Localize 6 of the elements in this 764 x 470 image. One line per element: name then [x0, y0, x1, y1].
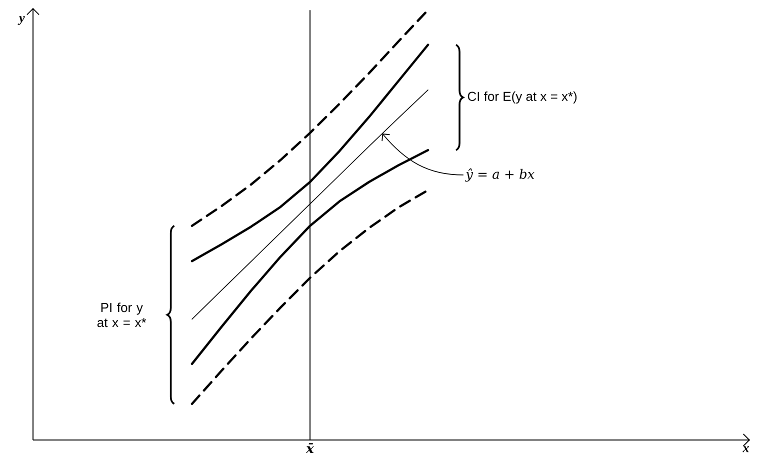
text: x̄ — [306, 443, 314, 454]
text: PI for y at x = x* — [97, 302, 146, 328]
text: ŷ = a + bx — [465, 168, 534, 182]
text: y — [18, 16, 25, 25]
text: x — [742, 446, 749, 452]
text: CI for E(y at x = x*) — [468, 91, 577, 104]
